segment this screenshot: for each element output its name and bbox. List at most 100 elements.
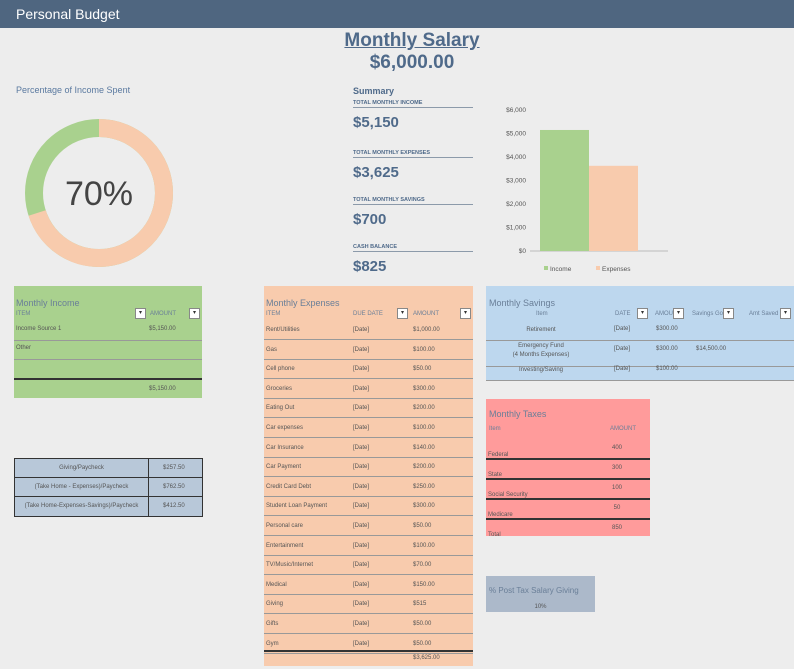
savings-amount: $300.00 [656, 346, 678, 352]
giving-value: 10% [534, 604, 547, 610]
summary-item-value: $700 [353, 211, 387, 228]
expense-item: Car Insurance [266, 444, 304, 451]
row-divider [264, 515, 473, 517]
expense-date: [Date] [353, 483, 370, 490]
expenses-header-amount: AMOUNT [413, 311, 439, 317]
savings-header-amount: AMOU [655, 311, 673, 317]
total-divider [264, 650, 473, 652]
expense-date: [Date] [353, 523, 370, 529]
legend-swatch [544, 266, 548, 270]
taxes-title: Monthly Taxes [489, 409, 547, 419]
expense-item: Gifts [266, 621, 279, 627]
donut-chart: 70% [25, 119, 173, 267]
row-divider [264, 417, 473, 419]
row-divider [14, 340, 202, 341]
expense-date: [Date] [353, 503, 370, 510]
tax-item: Social Security [488, 492, 528, 498]
expense-amount: $50.00 [413, 621, 432, 627]
expense-date: [Date] [353, 346, 370, 353]
donut-spent-ring [25, 119, 173, 267]
savings-amount-filter[interactable]: ▾ [673, 308, 684, 319]
ratio-value: $762.50 [163, 484, 185, 490]
income-item: Income Source 1 [16, 326, 62, 332]
row-divider [264, 554, 473, 556]
legend-label: Expenses [602, 266, 631, 273]
row-divider [486, 366, 794, 367]
expense-item: Groceries [266, 385, 293, 392]
row-divider [264, 613, 473, 615]
y-tick-label: $3,000 [506, 178, 526, 185]
row-divider [264, 358, 473, 360]
taxes-panel: Monthly Taxes Item AMOUNT 400 Federal 300 S… [486, 399, 650, 538]
summary-savings: TOTAL MONTHLY SAVINGS $700 [353, 197, 473, 228]
row-divider [264, 652, 473, 654]
income-item-filter[interactable]: ▾ [135, 308, 146, 319]
row-divider [486, 498, 650, 500]
row-divider [486, 458, 650, 460]
income-title: Monthly Income [16, 298, 80, 308]
y-tick-label: $5,000 [506, 131, 526, 138]
row-divider [264, 437, 473, 438]
expense-item: Medical [266, 581, 287, 588]
expense-amount: $250.00 [413, 483, 435, 490]
summary-item-label: CASH BALANCE [353, 244, 473, 252]
expense-amount: $50.00 [413, 640, 432, 647]
expense-amount: $1,000.00 [413, 327, 440, 333]
giving-label: % Post Tax Salary Giving [489, 586, 579, 595]
expense-item: Giving [266, 601, 284, 608]
summary-item-label: TOTAL MONTHLY EXPENSES [353, 150, 473, 158]
tax-amount: 100 [611, 485, 622, 491]
expense-amount: $200.00 [413, 405, 435, 412]
expenses-amount-filter[interactable]: ▾ [460, 308, 471, 319]
expense-item: Personal care [266, 523, 304, 529]
row-divider [264, 593, 473, 595]
y-tick-label: $4,000 [506, 154, 526, 161]
expense-date: [Date] [353, 601, 370, 608]
expense-date: [Date] [353, 405, 370, 412]
row-divider [486, 380, 794, 381]
summary-item-label: TOTAL MONTHLY SAVINGS [353, 197, 473, 205]
expenses-header-date: DUE DATE [353, 311, 383, 317]
summary-income: TOTAL MONTHLY INCOME $5,150 [353, 100, 473, 131]
salary-value: $6,000.00 [369, 52, 455, 73]
summary-item-value: $825 [353, 258, 387, 275]
savings-item-note: (4 Months Expenses) [512, 352, 570, 358]
row-divider [264, 339, 473, 340]
savings-date-filter[interactable]: ▾ [637, 308, 648, 319]
row-divider [264, 397, 473, 399]
savings-goal-filter[interactable]: ▾ [723, 308, 734, 319]
savings-amount: $100.00 [656, 366, 678, 372]
income-item: Other [16, 345, 32, 351]
savings-amount: $300.00 [656, 326, 678, 332]
ratio-label: (Take Home - Expenses)/Paycheck [15, 478, 149, 496]
savings-header-goal: Savings Go [692, 311, 724, 317]
donut-percent: 70% [65, 175, 133, 213]
expense-date: [Date] [353, 327, 370, 333]
expense-amount: $100.00 [413, 425, 435, 431]
tax-item: State [488, 472, 503, 478]
expense-date: [Date] [353, 444, 370, 451]
expense-amount: $100.00 [413, 542, 435, 549]
row-divider [486, 478, 650, 480]
expense-date: [Date] [353, 542, 370, 549]
summary-cash: CASH BALANCE $825 [353, 244, 473, 275]
percent-label: Percentage of Income Spent [16, 85, 131, 95]
expense-amount: $300.00 [413, 503, 435, 510]
row-divider [264, 633, 473, 634]
savings-date: [Date] [614, 366, 631, 372]
expenses-date-filter[interactable]: ▾ [397, 308, 408, 319]
ratio-table: Giving/Paycheck $257.50 (Take Home - Exp… [14, 458, 203, 517]
income-total: $5,150.00 [149, 386, 176, 392]
expense-amount: $140.00 [413, 444, 435, 451]
expense-item: Student Loan Payment [266, 503, 328, 510]
expenses-title: Monthly Expenses [266, 298, 340, 308]
savings-header-date: DATE [615, 311, 631, 317]
savings-header-saved: Amt Saved [749, 311, 779, 317]
summary-item-value: $3,625 [353, 164, 399, 181]
income-amount-filter[interactable]: ▾ [189, 308, 200, 319]
legend-label: Income [550, 266, 572, 273]
savings-saved-filter[interactable]: ▾ [780, 308, 791, 319]
expense-amount: $300.00 [413, 385, 435, 392]
row-divider [264, 495, 473, 497]
tax-amount: 50 [613, 505, 621, 511]
